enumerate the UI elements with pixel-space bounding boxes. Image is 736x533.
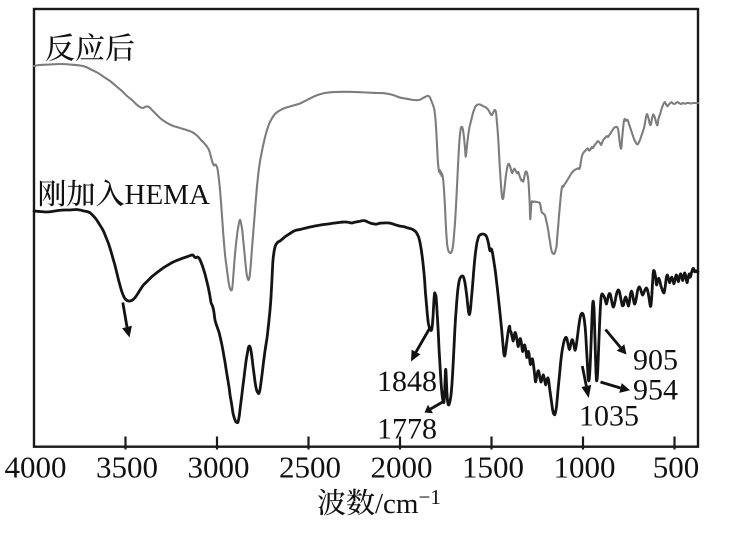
svg-text:2500: 2500: [279, 450, 341, 485]
svg-text:1778: 1778: [377, 413, 437, 446]
svg-text:1848: 1848: [377, 365, 437, 398]
svg-text:4000: 4000: [5, 450, 67, 485]
svg-text:1500: 1500: [462, 450, 524, 485]
svg-text:2000: 2000: [371, 450, 433, 485]
svg-text:1000: 1000: [554, 450, 616, 485]
svg-text:HEMA: HEMA: [125, 179, 210, 211]
svg-text:905: 905: [633, 344, 678, 377]
svg-text:3000: 3000: [188, 450, 250, 485]
svg-text:954: 954: [633, 374, 678, 407]
svg-text:500: 500: [653, 450, 700, 485]
svg-text:1035: 1035: [579, 400, 639, 433]
svg-text:3500: 3500: [96, 450, 158, 485]
